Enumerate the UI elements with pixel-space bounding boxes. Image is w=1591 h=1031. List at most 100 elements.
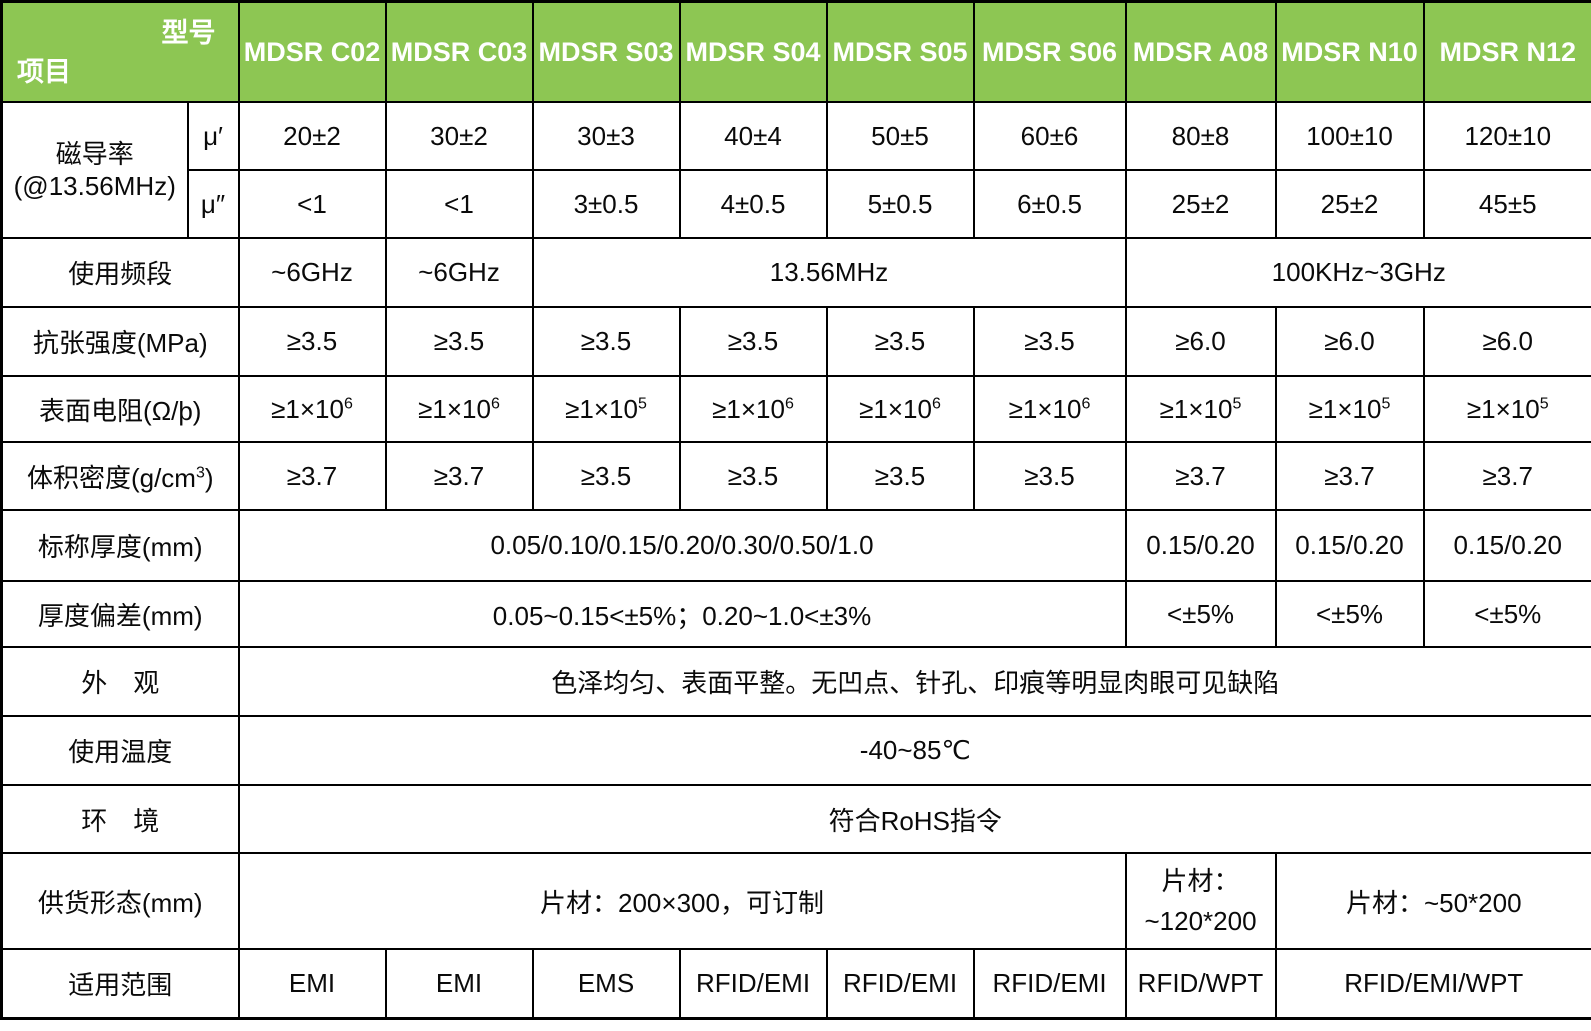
mu-real-cell: 60±6 bbox=[972, 101, 1127, 171]
resistance-base: ≥1×10 bbox=[1308, 393, 1382, 424]
tensile-cell: ≥6.0 bbox=[1274, 306, 1425, 377]
tensile-cell: ≥3.5 bbox=[972, 306, 1127, 377]
resistance-cell: ≥1×106 bbox=[678, 375, 828, 443]
model-header-mdsr-s06: MDSR S06 bbox=[972, 0, 1127, 103]
mu-real-symbol: μ′ bbox=[186, 101, 240, 171]
permeability-real-row: 磁导率 (@13.56MHz) μ′ 20±2 30±2 30±3 40±4 5… bbox=[0, 101, 1591, 239]
resistance-cell: ≥1×106 bbox=[825, 375, 975, 443]
application-cell: EMI bbox=[237, 948, 387, 1019]
density-cell: ≥3.5 bbox=[531, 441, 681, 511]
resistance-exponent: 6 bbox=[931, 394, 941, 412]
mu-imag-cell: 4±0.5 bbox=[678, 169, 828, 239]
model-header-mdsr-s04: MDSR S04 bbox=[678, 0, 828, 103]
model-header-mdsr-a08: MDSR A08 bbox=[1124, 0, 1277, 103]
density-cell: ≥3.7 bbox=[1124, 441, 1277, 511]
resistance-base: ≥1×10 bbox=[271, 393, 344, 424]
frequency-cell-c03: ~6GHz bbox=[384, 237, 534, 308]
frequency-row: 使用频段 ~6GHz ~6GHz 13.56MHz 100KHz~3GHz bbox=[0, 237, 1591, 308]
supply-cell-a08: 片材： ~120*200 bbox=[1124, 852, 1277, 950]
thickness-cell-n12: 0.15/0.20 bbox=[1422, 509, 1591, 582]
resistance-base: ≥1×10 bbox=[712, 393, 785, 424]
mu-imag-cell: <1 bbox=[384, 169, 534, 239]
supply-cell-n10-n12: 片材：~50*200 bbox=[1274, 852, 1591, 950]
frequency-cell-c02: ~6GHz bbox=[237, 237, 387, 308]
resistance-base: ≥1×10 bbox=[1466, 393, 1540, 424]
row-label-density: 体积密度(g/cm3) bbox=[0, 441, 240, 511]
density-label-base: 体积密度(g/cm bbox=[26, 462, 196, 493]
mu-real-cell: 100±10 bbox=[1274, 101, 1425, 171]
resistance-exponent: 6 bbox=[1081, 394, 1091, 412]
resistance-cell: ≥1×105 bbox=[1422, 375, 1591, 443]
tensile-cell: ≥3.5 bbox=[531, 306, 681, 377]
tolerance-cell-n10: <±5% bbox=[1274, 580, 1425, 648]
tensile-cell: ≥3.5 bbox=[237, 306, 387, 377]
density-cell: ≥3.7 bbox=[1422, 441, 1591, 511]
model-header-mdsr-n12: MDSR N12 bbox=[1422, 0, 1591, 103]
application-cell: RFID/EMI bbox=[678, 948, 828, 1019]
mu-imag-symbol: μ″ bbox=[186, 169, 240, 239]
thickness-tolerance-row: 厚度偏差(mm) 0.05~0.15<±5%；0.20~1.0<±3% <±5%… bbox=[0, 580, 1591, 648]
mu-imag-cell: 6±0.5 bbox=[972, 169, 1127, 239]
permeability-note: (@13.56MHz) bbox=[13, 171, 176, 201]
appearance-row: 外 观 色泽均匀、表面平整。无凹点、针孔、印痕等明显肉眼可见缺陷 bbox=[0, 646, 1591, 717]
mu-real-cell: 120±10 bbox=[1422, 101, 1591, 171]
mu-real-cell: 20±2 bbox=[237, 101, 387, 171]
tolerance-cell-a08: <±5% bbox=[1124, 580, 1277, 648]
resistance-base: ≥1×10 bbox=[1159, 393, 1233, 424]
resistance-cell: ≥1×106 bbox=[237, 375, 387, 443]
tensile-cell: ≥3.5 bbox=[825, 306, 975, 377]
resistance-exponent: 5 bbox=[1381, 394, 1391, 412]
density-cell: ≥3.7 bbox=[384, 441, 534, 511]
density-cell: ≥3.7 bbox=[237, 441, 387, 511]
row-label-tensile-strength: 抗张强度(MPa) bbox=[0, 306, 240, 377]
operating-temperature-row: 使用温度 -40~85℃ bbox=[0, 715, 1591, 786]
tensile-cell: ≥3.5 bbox=[384, 306, 534, 377]
corner-header-cell: 型号 项目 bbox=[0, 0, 240, 103]
supply-a08-line1: 片材： bbox=[1161, 865, 1240, 896]
frequency-cell-a08-n12: 100KHz~3GHz bbox=[1124, 237, 1591, 308]
density-cell: ≥3.5 bbox=[972, 441, 1127, 511]
resistance-base: ≥1×10 bbox=[565, 393, 638, 424]
application-row: 适用范围 EMI EMI EMS RFID/EMI RFID/EMI RFID/… bbox=[0, 948, 1591, 1019]
resistance-exponent: 5 bbox=[1232, 394, 1242, 412]
thickness-cell-a08: 0.15/0.20 bbox=[1124, 509, 1277, 582]
nominal-thickness-row: 标称厚度(mm) 0.05/0.10/0.15/0.20/0.30/0.50/1… bbox=[0, 509, 1591, 582]
density-cell: ≥3.7 bbox=[1274, 441, 1425, 511]
density-label-exponent: 3 bbox=[195, 463, 205, 481]
tensile-strength-row: 抗张强度(MPa) ≥3.5 ≥3.5 ≥3.5 ≥3.5 ≥3.5 ≥3.5 … bbox=[0, 306, 1591, 377]
row-label-supply-form: 供货形态(mm) bbox=[0, 852, 240, 950]
application-cell: EMS bbox=[531, 948, 681, 1019]
row-label-appearance: 外 观 bbox=[0, 646, 240, 717]
tensile-cell: ≥3.5 bbox=[678, 306, 828, 377]
application-cell: RFID/WPT bbox=[1124, 948, 1277, 1019]
corner-inner: 型号 项目 bbox=[4, 3, 237, 100]
temperature-cell: -40~85℃ bbox=[237, 715, 1591, 786]
environment-cell: 符合RoHS指令 bbox=[237, 784, 1591, 854]
application-cell: EMI bbox=[384, 948, 534, 1019]
supply-form-row: 供货形态(mm) 片材：200×300，可订制 片材： ~120*200 片材：… bbox=[0, 852, 1591, 950]
mu-real-cell: 40±4 bbox=[678, 101, 828, 171]
model-header-mdsr-c02: MDSR C02 bbox=[237, 0, 387, 103]
resistance-exponent: 6 bbox=[490, 394, 500, 412]
resistance-cell: ≥1×106 bbox=[384, 375, 534, 443]
mu-imag-cell: <1 bbox=[237, 169, 387, 239]
mu-imag-cell: 25±2 bbox=[1124, 169, 1277, 239]
mu-imag-cell: 45±5 bbox=[1422, 169, 1591, 239]
mu-imag-cell: 3±0.5 bbox=[531, 169, 681, 239]
mu-real-cell: 50±5 bbox=[825, 101, 975, 171]
density-label-end: ) bbox=[204, 462, 214, 493]
application-cell-n10-n12: RFID/EMI/WPT bbox=[1274, 948, 1591, 1019]
tensile-cell: ≥6.0 bbox=[1124, 306, 1277, 377]
resistance-cell: ≥1×105 bbox=[531, 375, 681, 443]
row-label-frequency: 使用频段 bbox=[0, 237, 240, 308]
permeability-label: 磁导率 bbox=[55, 138, 134, 169]
resistance-cell: ≥1×105 bbox=[1124, 375, 1277, 443]
row-label-operating-temperature: 使用温度 bbox=[0, 715, 240, 786]
mu-imag-cell: 25±2 bbox=[1274, 169, 1425, 239]
thickness-cell-n10: 0.15/0.20 bbox=[1274, 509, 1425, 582]
frequency-cell-s03-s06: 13.56MHz bbox=[531, 237, 1127, 308]
resistance-base: ≥1×10 bbox=[418, 393, 491, 424]
corner-model-label: 型号 bbox=[161, 18, 216, 48]
resistance-exponent: 5 bbox=[637, 394, 647, 412]
